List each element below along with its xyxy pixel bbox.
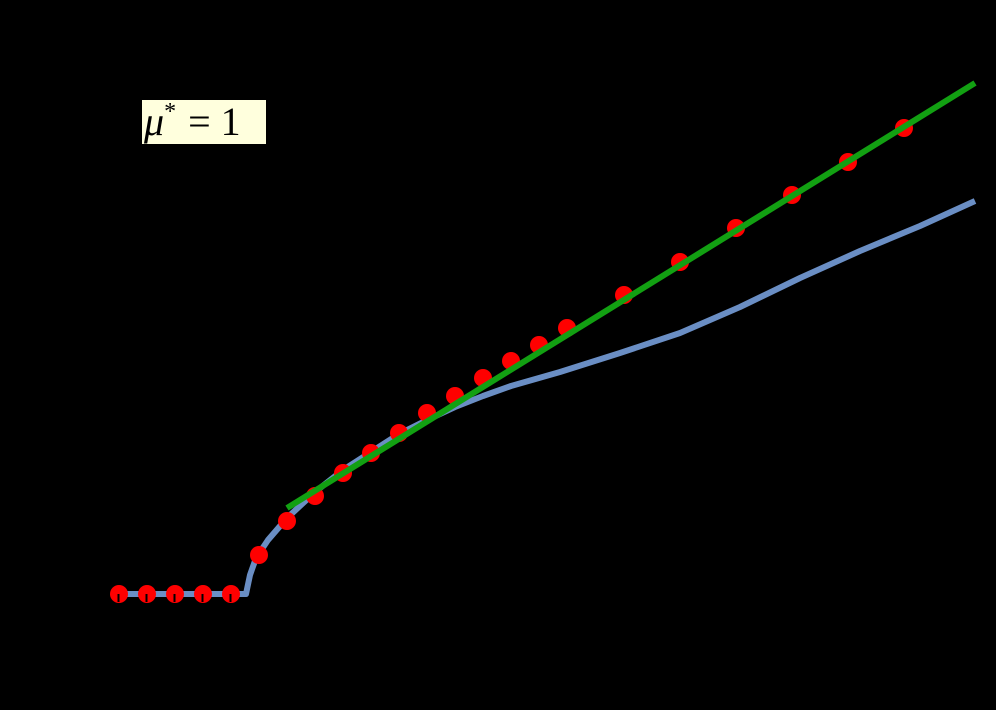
mu-value: 1 (220, 99, 241, 144)
mu-star-annotation: μ* = 1 (142, 100, 266, 144)
equals-sign: = (188, 99, 211, 144)
data-point (278, 512, 296, 530)
data-point (250, 546, 268, 564)
mu-symbol: μ (144, 99, 165, 144)
linear-fit-line (285, 80, 977, 511)
superscript-star: * (164, 99, 177, 125)
